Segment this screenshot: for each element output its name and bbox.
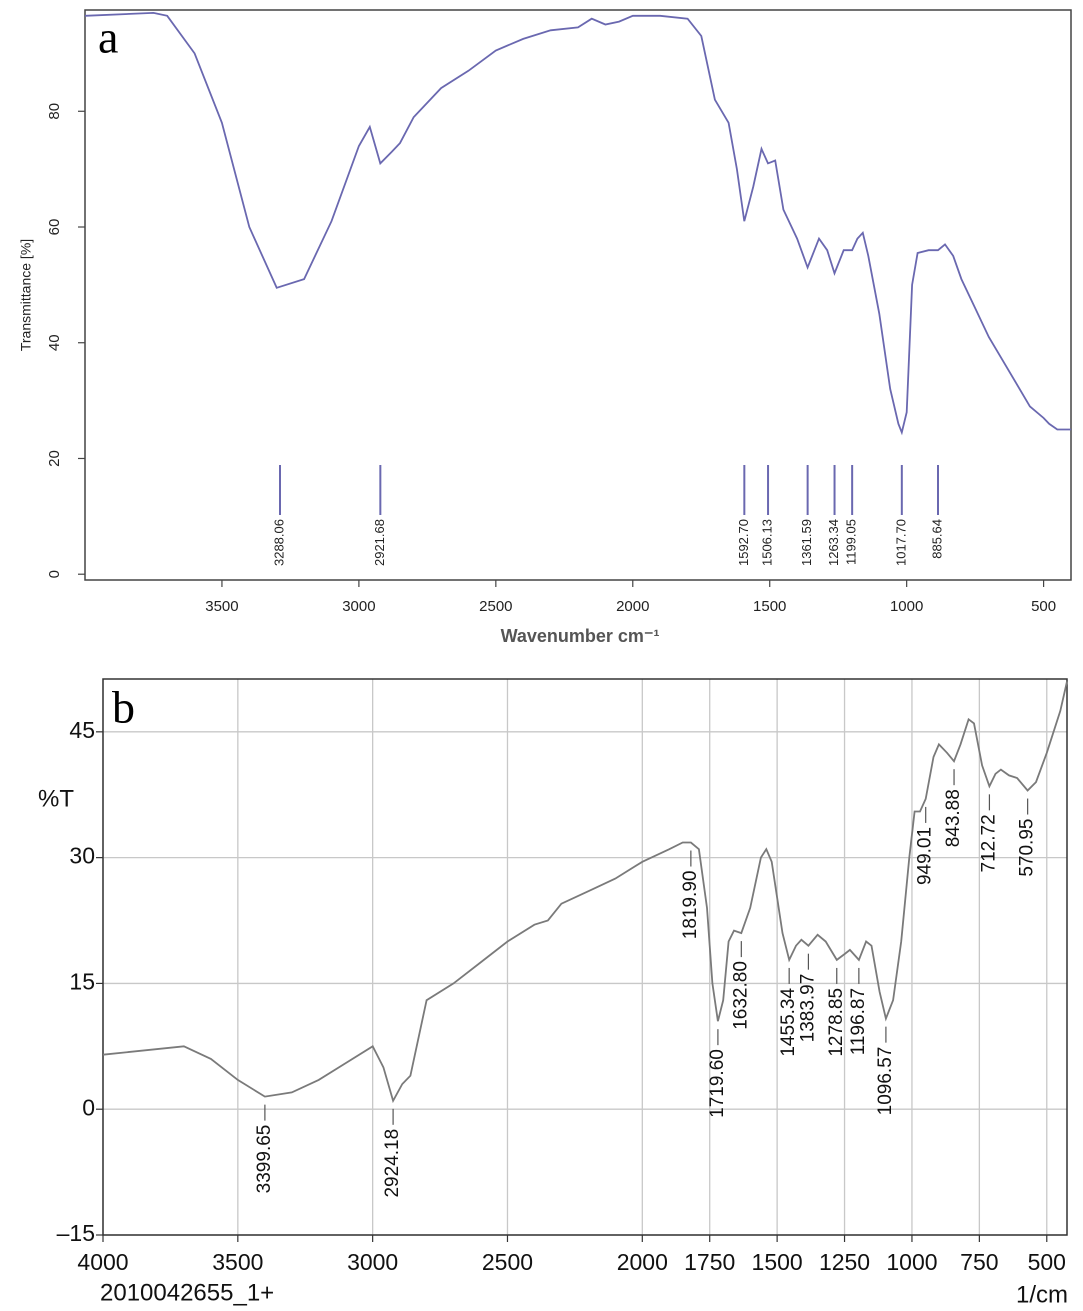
peak-label: 1592.70 [736, 519, 751, 566]
peak-label: 2921.68 [372, 519, 387, 566]
y-tick-label: 15 [69, 968, 95, 994]
y-tick-label: 45 [69, 717, 95, 743]
y-axis-label: Transmittance [%] [18, 239, 34, 351]
peak-label: 1819.90 [680, 871, 701, 940]
y-tick-label: 0 [82, 1094, 95, 1120]
peak-label: 1383.97 [797, 974, 818, 1043]
peak-label: 1632.80 [730, 961, 751, 1030]
panel-label: a [98, 12, 118, 63]
x-tick-label: 2000 [616, 598, 649, 615]
peak-label: 712.72 [978, 814, 999, 872]
peak-label: 3399.65 [254, 1125, 275, 1194]
y-tick-label: 20 [46, 450, 63, 467]
x-axis-label: 1/cm [1016, 1281, 1068, 1308]
spectrum-line [84, 11, 1071, 436]
y-tick-label: –15 [57, 1220, 95, 1246]
x-axis-label: Wavenumber cm⁻¹ [501, 626, 660, 646]
sample-id: 2010042655_1+ [100, 1279, 274, 1306]
y-tick-label: 0 [46, 570, 63, 578]
spectrum-line [102, 681, 1068, 1104]
peak-label: 1199.05 [844, 519, 859, 565]
x-tick-label: 1000 [886, 1249, 937, 1275]
x-tick-label: 2000 [617, 1249, 668, 1275]
x-tick-label: 1500 [753, 598, 786, 615]
peak-label: 570.95 [1017, 819, 1038, 877]
x-tick-label: 750 [960, 1249, 998, 1275]
peak-label: 1361.59 [799, 519, 814, 566]
plot-frame [84, 9, 1072, 581]
x-tick-label: 3000 [347, 1249, 398, 1275]
plot-frame [102, 678, 1068, 1236]
y-tick-label: 60 [46, 219, 63, 236]
peak-label: 3288.06 [271, 519, 286, 566]
x-tick-label: 2500 [482, 1249, 533, 1275]
x-tick-label: 500 [1028, 1249, 1066, 1275]
peak-label: 1455.34 [778, 988, 799, 1057]
x-tick-label: 500 [1031, 598, 1056, 615]
peak-label: 1096.57 [875, 1047, 896, 1116]
peak-label: 1506.13 [759, 519, 774, 566]
x-tick-label: 1750 [684, 1249, 735, 1275]
x-tick-label: 3500 [205, 598, 238, 615]
peak-label: 1263.34 [826, 519, 841, 566]
panel-a: 0 20 40 60 80 3500 3000 2500 2000 1500 1000 500 a Tra… [18, 9, 1072, 646]
peak-label: 885.64 [929, 519, 944, 559]
y-tick-label: 30 [69, 843, 95, 869]
x-tick-label: 1000 [890, 598, 923, 615]
panel-label: b [112, 682, 135, 733]
peak-label: 1017.70 [893, 519, 908, 566]
y-tick-label: 80 [46, 103, 63, 120]
x-tick-label: 3500 [212, 1249, 263, 1275]
x-tick-label: 3000 [342, 598, 375, 615]
panel-b: –15 0 15 30 45 4000 3500 3000 2500 2000 1750 1500 12… [38, 678, 1068, 1308]
peak-label: 1719.60 [707, 1049, 728, 1118]
x-tick-label: 1500 [752, 1249, 803, 1275]
peak-label: 949.01 [915, 827, 936, 885]
x-tick-label: 1250 [819, 1249, 870, 1275]
x-tick-label: 4000 [77, 1249, 128, 1275]
y-tick-label: 40 [46, 334, 63, 351]
peak-label: 843.88 [943, 789, 964, 847]
x-tick-label: 2500 [479, 598, 512, 615]
y-axis-label: %T [38, 785, 74, 812]
peak-label: 1196.87 [848, 988, 869, 1055]
peak-label: 2924.18 [382, 1129, 403, 1198]
peak-label: 1278.85 [826, 988, 847, 1057]
